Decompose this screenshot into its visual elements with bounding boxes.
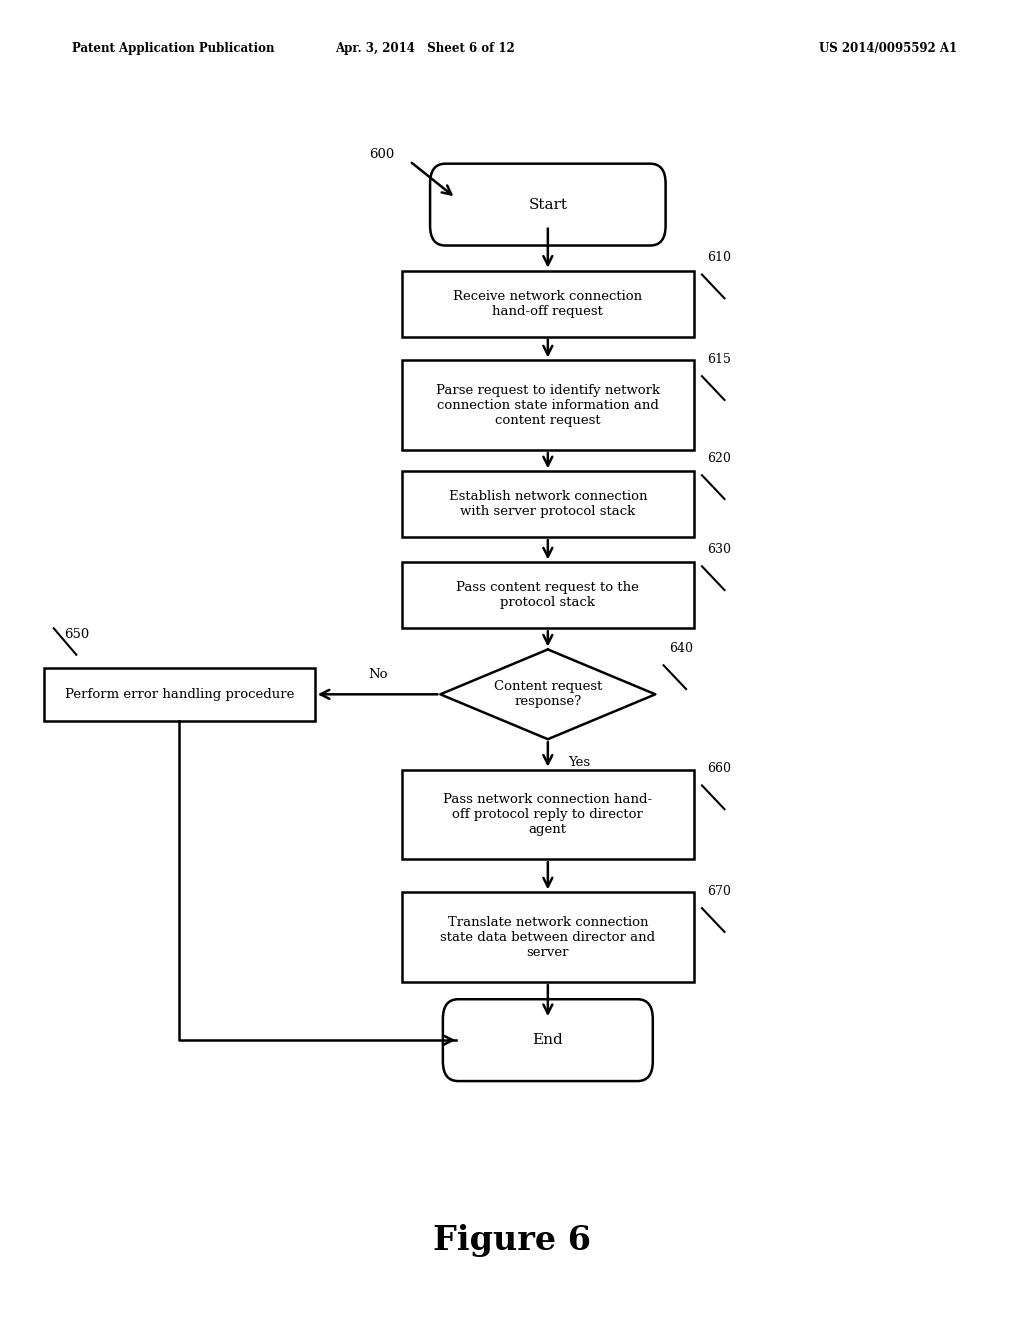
Text: Perform error handling procedure: Perform error handling procedure (65, 688, 294, 701)
Text: Start: Start (528, 198, 567, 211)
Text: Pass content request to the
protocol stack: Pass content request to the protocol sta… (457, 581, 639, 610)
Text: No: No (368, 668, 387, 681)
Text: 620: 620 (707, 451, 731, 465)
Text: Establish network connection
with server protocol stack: Establish network connection with server… (449, 490, 647, 519)
Text: 600: 600 (369, 148, 394, 161)
Text: 660: 660 (707, 762, 731, 775)
Bar (402, 770, 694, 859)
Text: Patent Application Publication: Patent Application Publication (72, 42, 274, 55)
Bar (402, 360, 694, 450)
Text: Translate network connection
state data between director and
server: Translate network connection state data … (440, 916, 655, 958)
Text: Apr. 3, 2014   Sheet 6 of 12: Apr. 3, 2014 Sheet 6 of 12 (335, 42, 515, 55)
Text: 630: 630 (707, 543, 731, 556)
Text: 670: 670 (707, 884, 731, 898)
Bar (402, 892, 694, 982)
Text: Yes: Yes (568, 756, 591, 770)
Bar (43, 668, 315, 721)
Text: 610: 610 (707, 251, 731, 264)
Text: 640: 640 (669, 642, 692, 655)
Text: Parse request to identify network
connection state information and
content reque: Parse request to identify network connec… (436, 384, 659, 426)
Text: Pass network connection hand-
off protocol reply to director
agent: Pass network connection hand- off protoc… (443, 793, 652, 836)
Text: 650: 650 (63, 628, 89, 642)
Text: US 2014/0095592 A1: US 2014/0095592 A1 (819, 42, 957, 55)
FancyBboxPatch shape (442, 999, 653, 1081)
Text: End: End (532, 1034, 563, 1047)
Text: Content request
response?: Content request response? (494, 680, 602, 709)
Text: 615: 615 (707, 352, 731, 366)
Text: Receive network connection
hand-off request: Receive network connection hand-off requ… (454, 289, 642, 318)
Text: Figure 6: Figure 6 (433, 1225, 591, 1257)
Bar (402, 471, 694, 537)
Bar (402, 271, 694, 337)
Bar (402, 562, 694, 628)
Polygon shape (440, 649, 655, 739)
FancyBboxPatch shape (430, 164, 666, 246)
